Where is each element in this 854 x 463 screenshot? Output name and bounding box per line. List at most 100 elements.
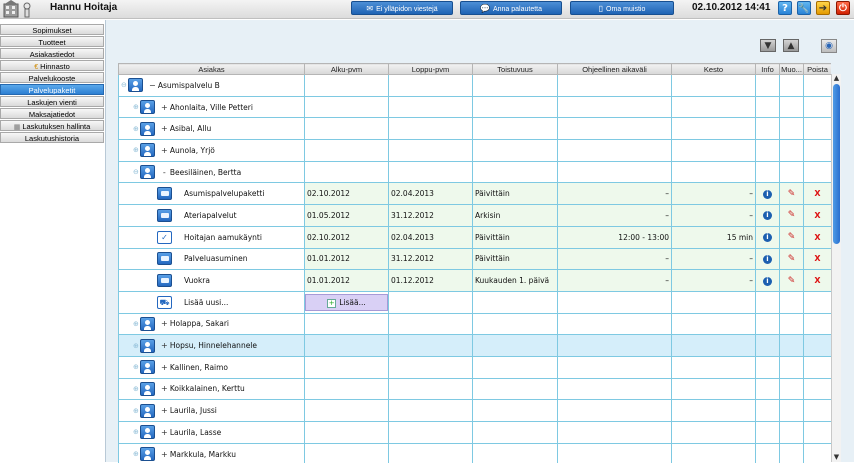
expand-icon[interactable]: + xyxy=(161,341,168,351)
customer-name: Laurila, Lasse xyxy=(169,427,222,437)
globe-icon[interactable]: ◉ xyxy=(821,39,837,53)
sidebar-item-tuotteet[interactable]: Tuotteet xyxy=(0,36,104,47)
scroll-up-icon[interactable]: ▲ xyxy=(833,74,840,82)
package-row[interactable]: Asumispalvelupaketti 02.10.2012 02.04.20… xyxy=(118,182,831,206)
edit-icon[interactable]: ✎ xyxy=(787,188,796,199)
feedback-button[interactable]: 💬 Anna palautetta xyxy=(460,1,562,15)
delete-icon[interactable]: X xyxy=(814,189,821,199)
expand-icon[interactable]: + xyxy=(161,449,168,459)
col-header-customer[interactable]: Asiakas xyxy=(118,63,305,75)
add-package-button[interactable]: + Lisää... xyxy=(305,293,388,311)
table-row[interactable]: ⊕ + Aunola, Yrjö xyxy=(118,139,831,162)
table-row[interactable]: ⊕ + Laurila, Jussi xyxy=(118,399,831,422)
delete-icon[interactable]: X xyxy=(814,276,821,286)
package-row[interactable]: ✓ Hoitajan aamukäynti 02.10.2012 02.04.20… xyxy=(118,225,831,249)
col-header-recurrence[interactable]: Toistuvuus xyxy=(472,63,558,75)
table-row[interactable]: ⊖ - Beesiläinen, Bertta xyxy=(118,160,831,184)
col-header-delete[interactable]: Poista xyxy=(803,63,831,75)
expand-icon[interactable]: + xyxy=(161,384,168,394)
info-icon[interactable]: i xyxy=(763,276,772,286)
help-icon[interactable]: ? xyxy=(778,1,792,15)
tree-connector: ⊕ xyxy=(133,406,139,415)
col-header-info[interactable]: Info xyxy=(755,63,780,75)
sidebar-item-sopimukset[interactable]: Sopimukset xyxy=(0,24,104,35)
col-header-end-date[interactable]: Loppu-pvm xyxy=(388,63,473,75)
package-row[interactable]: Ateriapalvelut 01.05.2012 31.12.2012 Ark… xyxy=(118,204,831,227)
table-row[interactable]: ⊕ + Markkula, Markku xyxy=(118,442,831,463)
exit-icon[interactable]: ➔ xyxy=(816,1,830,15)
package-name: Ateriapalvelut xyxy=(184,210,237,220)
delete-icon[interactable]: X xyxy=(814,232,821,242)
col-header-duration[interactable]: Kesto xyxy=(671,63,756,75)
expand-icon[interactable]: + xyxy=(161,145,168,155)
recurrence: Arkisin xyxy=(472,204,558,227)
edit-icon[interactable]: ✎ xyxy=(787,210,796,221)
collapse-icon[interactable]: − xyxy=(149,80,156,90)
collapse-icon[interactable]: - xyxy=(162,167,166,177)
col-header-edit[interactable]: Muo... xyxy=(779,63,804,75)
feedback-label: Anna palautetta xyxy=(492,6,542,13)
info-icon[interactable]: i xyxy=(763,254,772,264)
sidebar-item-laskutushistoria[interactable]: Laskutushistoria xyxy=(0,132,104,143)
sidebar-item-hinnasto[interactable]: € Hinnasto xyxy=(0,60,104,71)
move-up-icon[interactable]: ▲ xyxy=(783,39,799,52)
sidebar-item-asiakastiedot[interactable]: Asiakastiedot xyxy=(0,48,104,59)
edit-icon[interactable]: ✎ xyxy=(787,253,796,264)
table-row[interactable]: ⊕ + Kallinen, Raimo xyxy=(118,355,831,379)
table-header-row: Asiakas Alku-pvm Loppu-pvm Toistuvuus Oh… xyxy=(118,63,831,75)
move-down-icon[interactable]: ▼ xyxy=(760,39,776,52)
info-icon[interactable]: i xyxy=(763,211,772,221)
add-new-row[interactable]: ⛟ Lisää uusi... + Lisää... xyxy=(118,290,831,314)
group-row[interactable]: ⊖ − Asumispalvelu B xyxy=(118,74,831,97)
sidebar-item-palvelukooste[interactable]: Palvelukooste xyxy=(0,72,104,83)
end-date: 31.12.2012 xyxy=(388,247,473,271)
admin-messages-button[interactable]: ✉ Ei ylläpidon viestejä xyxy=(351,1,453,15)
table-row[interactable]: ⊕ + Hopsu, Hinnelehannele xyxy=(118,334,831,357)
tree-connector: ⊕ xyxy=(133,124,139,133)
package-row[interactable]: Palveluasuminen 01.01.2012 31.12.2012 Pä… xyxy=(118,247,831,271)
col-header-start-date[interactable]: Alku-pvm xyxy=(304,63,389,75)
table-row[interactable]: ⊕ + Koikkalainen, Kerttu xyxy=(118,377,831,401)
expand-icon[interactable]: + xyxy=(161,406,168,416)
table-row[interactable]: ⊕ + Ahonlaita, Ville Petteri xyxy=(118,95,831,119)
delete-icon[interactable]: X xyxy=(814,254,821,264)
info-icon[interactable]: i xyxy=(763,189,772,199)
expand-icon[interactable]: + xyxy=(161,319,168,329)
expand-icon[interactable]: + xyxy=(161,124,168,134)
folder-icon xyxy=(157,274,172,288)
scroll-down-icon[interactable]: ▼ xyxy=(833,453,840,461)
info-icon[interactable]: i xyxy=(763,233,772,243)
sidebar-item-maksajatiedot[interactable]: Maksajatiedot xyxy=(0,108,104,119)
scrollbar-thumb[interactable] xyxy=(833,84,840,244)
sidebar-item-laskutuksen-hallinta[interactable]: ▦ Laskutuksen hallinta xyxy=(0,120,104,131)
start-date: 01.01.2012 xyxy=(304,247,389,271)
vertical-scrollbar[interactable]: ▲ ▼ xyxy=(831,74,841,462)
edit-icon[interactable]: ✎ xyxy=(787,232,796,243)
sidebar-item-palvelupaketit[interactable]: Palvelupaketit xyxy=(0,84,104,95)
tools-icon[interactable]: 🔧 xyxy=(797,1,811,15)
notes-button[interactable]: ▯ Oma muistio xyxy=(570,1,674,15)
person-icon xyxy=(139,425,155,440)
expand-icon[interactable]: + xyxy=(161,362,168,372)
time-window: – xyxy=(557,204,672,227)
start-date: 02.10.2012 xyxy=(304,225,389,249)
tree-connector: ⊕ xyxy=(133,450,139,459)
customer-name: Ahonlaita, Ville Petteri xyxy=(169,102,253,112)
tree-connector: ⊖ xyxy=(121,81,127,90)
package-row[interactable]: Vuokra 01.01.2012 01.12.2012 Kuukauden 1… xyxy=(118,269,831,292)
user-name: Hannu Hoitaja xyxy=(50,2,118,13)
tree-connector: ⊕ xyxy=(133,146,139,155)
table-row[interactable]: ⊕ + Holappa, Sakari xyxy=(118,312,831,336)
expand-icon[interactable]: + xyxy=(161,427,168,437)
sidebar-item-laskujen-vienti[interactable]: Laskujen vienti xyxy=(0,96,104,107)
table-row[interactable]: ⊕ + Asibal, Allu xyxy=(118,117,831,141)
package-name: Asumispalvelupaketti xyxy=(184,189,265,199)
table-row[interactable]: ⊕ + Laurila, Lasse xyxy=(118,421,831,444)
tree-connector: ⊕ xyxy=(133,341,139,350)
time-window: 12:00 - 13:00 xyxy=(557,225,672,249)
delete-icon[interactable]: X xyxy=(814,210,821,220)
edit-icon[interactable]: ✎ xyxy=(787,275,796,286)
power-icon[interactable]: ⏻ xyxy=(836,1,850,15)
expand-icon[interactable]: + xyxy=(161,102,168,112)
col-header-time-window[interactable]: Ohjeellinen aikaväli xyxy=(557,63,672,75)
